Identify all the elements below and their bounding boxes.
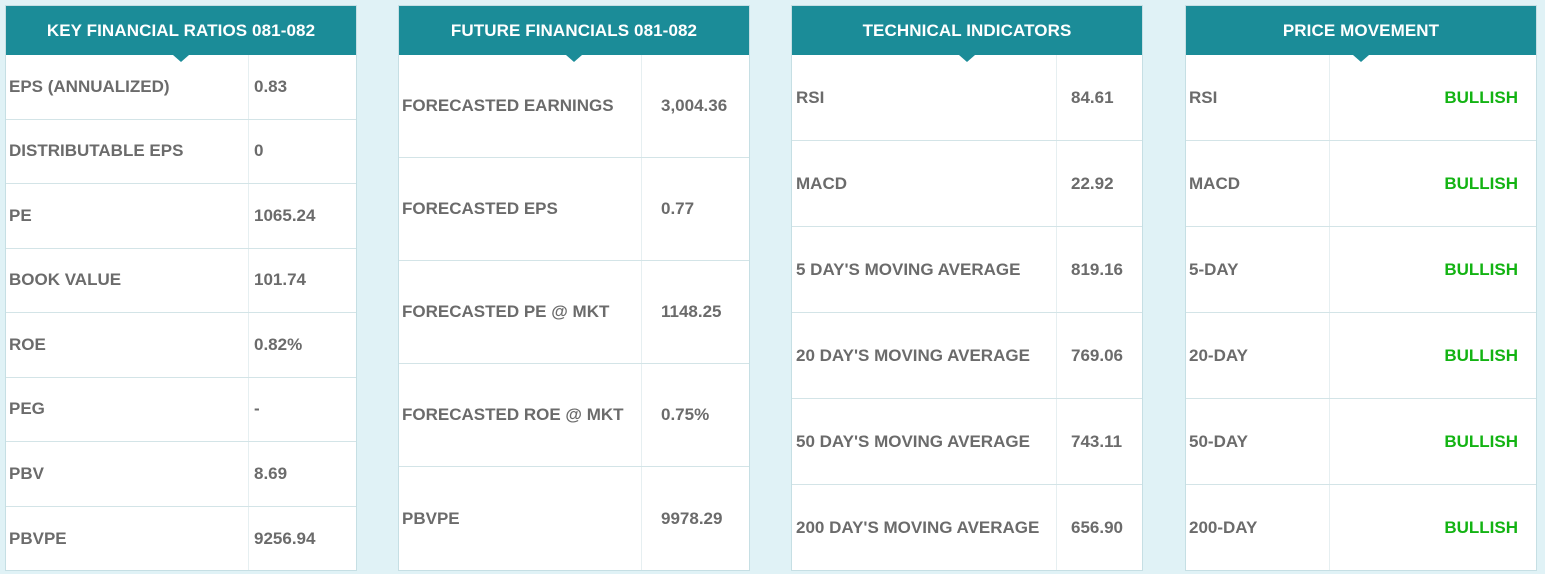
table-row: PBV 8.69 (6, 442, 356, 507)
row-label: ROE (6, 313, 249, 377)
table-row: 5-DAY BULLISH (1186, 227, 1536, 313)
price-movement-panel: PRICE MOVEMENT RSI BULLISH MACD BULLISH … (1185, 5, 1537, 571)
trend-badge: BULLISH (1444, 87, 1518, 107)
panel-title: KEY FINANCIAL RATIOS 081-082 (6, 6, 356, 62)
row-label: RSI (1186, 55, 1330, 140)
trend-badge: BULLISH (1444, 431, 1518, 451)
table-row: 20 DAY'S MOVING AVERAGE 769.06 (792, 313, 1142, 399)
trend-badge: BULLISH (1444, 259, 1518, 279)
row-value: 743.11 (1071, 431, 1123, 451)
table-row: MACD 22.92 (792, 141, 1142, 227)
row-value: 0.77 (661, 199, 695, 218)
table-row: FORECASTED EARNINGS 3,004.36 (399, 55, 749, 158)
table-row: FORECASTED PE @ MKT 1148.25 (399, 261, 749, 364)
row-value: 9978.29 (661, 508, 723, 528)
row-label: DISTRIBUTABLE EPS (6, 119, 249, 183)
technical-indicators-list: RSI 84.61 MACD 22.92 5 DAY'S MOVING AVER… (792, 55, 1142, 570)
row-label: EPS (ANNUALIZED) (6, 55, 249, 119)
row-value: 819.16 (1071, 259, 1123, 279)
row-label: FORECASTED EARNINGS (399, 55, 642, 157)
row-value: 769.06 (1071, 345, 1123, 365)
row-label: PBVPE (399, 467, 642, 570)
table-row: BOOK VALUE 101.74 (6, 248, 356, 313)
key-financial-ratios-panel: KEY FINANCIAL RATIOS 081-082 EPS (ANNUAL… (5, 5, 357, 571)
row-label: PBVPE (6, 506, 249, 570)
table-row: 20-DAY BULLISH (1186, 313, 1536, 399)
row-value: 22.92 (1071, 173, 1114, 193)
trend-badge: BULLISH (1444, 518, 1518, 537)
row-label: 5 DAY'S MOVING AVERAGE (792, 227, 1057, 312)
table-row: EPS (ANNUALIZED) 0.83 (6, 55, 356, 120)
future-financials-panel: FUTURE FINANCIALS 081-082 FORECASTED EAR… (398, 5, 750, 571)
row-value: 1148.25 (661, 302, 722, 321)
row-label: FORECASTED PE @ MKT (399, 261, 642, 363)
row-value: 656.90 (1071, 518, 1123, 537)
panel-title: TECHNICAL INDICATORS (792, 6, 1142, 62)
row-value: 1065.24 (254, 205, 316, 225)
row-value: 0.82% (254, 334, 303, 354)
row-label: 50 DAY'S MOVING AVERAGE (792, 399, 1057, 484)
row-value: 8.69 (254, 463, 288, 483)
table-row: 200-DAY BULLISH (1186, 485, 1536, 570)
row-label: 5-DAY (1186, 227, 1330, 312)
row-value: 0 (254, 141, 264, 161)
table-row: PEG - (6, 377, 356, 442)
row-label: 20 DAY'S MOVING AVERAGE (792, 313, 1057, 398)
row-label: RSI (792, 55, 1057, 140)
trend-badge: BULLISH (1444, 345, 1518, 365)
row-value: - (254, 399, 260, 419)
row-value: 0.75% (661, 405, 710, 424)
row-value: 3,004.36 (661, 96, 728, 115)
row-label: BOOK VALUE (6, 248, 249, 312)
row-label: FORECASTED EPS (399, 158, 642, 260)
table-row: DISTRIBUTABLE EPS 0 (6, 119, 356, 184)
table-row: ROE 0.82% (6, 313, 356, 378)
technical-indicators-panel: TECHNICAL INDICATORS RSI 84.61 MACD 22.9… (791, 5, 1143, 571)
table-row: PBVPE 9978.29 (399, 467, 749, 570)
row-value: 101.74 (254, 270, 306, 290)
table-row: 200 DAY'S MOVING AVERAGE 656.90 (792, 485, 1142, 570)
panel-title: PRICE MOVEMENT (1186, 6, 1536, 62)
ratios-list: EPS (ANNUALIZED) 0.83 DISTRIBUTABLE EPS … (6, 55, 356, 570)
table-row: RSI 84.61 (792, 55, 1142, 141)
table-row: PBVPE 9256.94 (6, 506, 356, 570)
price-movement-list: RSI BULLISH MACD BULLISH 5-DAY BULLISH 2… (1186, 55, 1536, 570)
table-row: 50 DAY'S MOVING AVERAGE 743.11 (792, 399, 1142, 485)
row-value: 0.83 (254, 76, 288, 96)
row-label: 200 DAY'S MOVING AVERAGE (792, 485, 1057, 570)
table-row: MACD BULLISH (1186, 141, 1536, 227)
future-financials-list: FORECASTED EARNINGS 3,004.36 FORECASTED … (399, 55, 749, 570)
row-label: 50-DAY (1186, 399, 1330, 484)
panel-title: FUTURE FINANCIALS 081-082 (399, 6, 749, 62)
row-label: 200-DAY (1186, 485, 1330, 570)
row-label: MACD (1186, 141, 1330, 226)
table-row: 5 DAY'S MOVING AVERAGE 819.16 (792, 227, 1142, 313)
row-label: PBV (6, 442, 249, 506)
row-value: 9256.94 (254, 528, 316, 548)
row-label: PE (6, 184, 249, 248)
table-row: FORECASTED ROE @ MKT 0.75% (399, 364, 749, 467)
table-row: 50-DAY BULLISH (1186, 399, 1536, 485)
table-row: RSI BULLISH (1186, 55, 1536, 141)
row-value: 84.61 (1071, 87, 1114, 107)
row-label: FORECASTED ROE @ MKT (399, 364, 642, 466)
table-row: FORECASTED EPS 0.77 (399, 158, 749, 261)
row-label: PEG (6, 377, 249, 441)
row-label: 20-DAY (1186, 313, 1330, 398)
trend-badge: BULLISH (1444, 173, 1518, 193)
table-row: PE 1065.24 (6, 184, 356, 249)
row-label: MACD (792, 141, 1057, 226)
